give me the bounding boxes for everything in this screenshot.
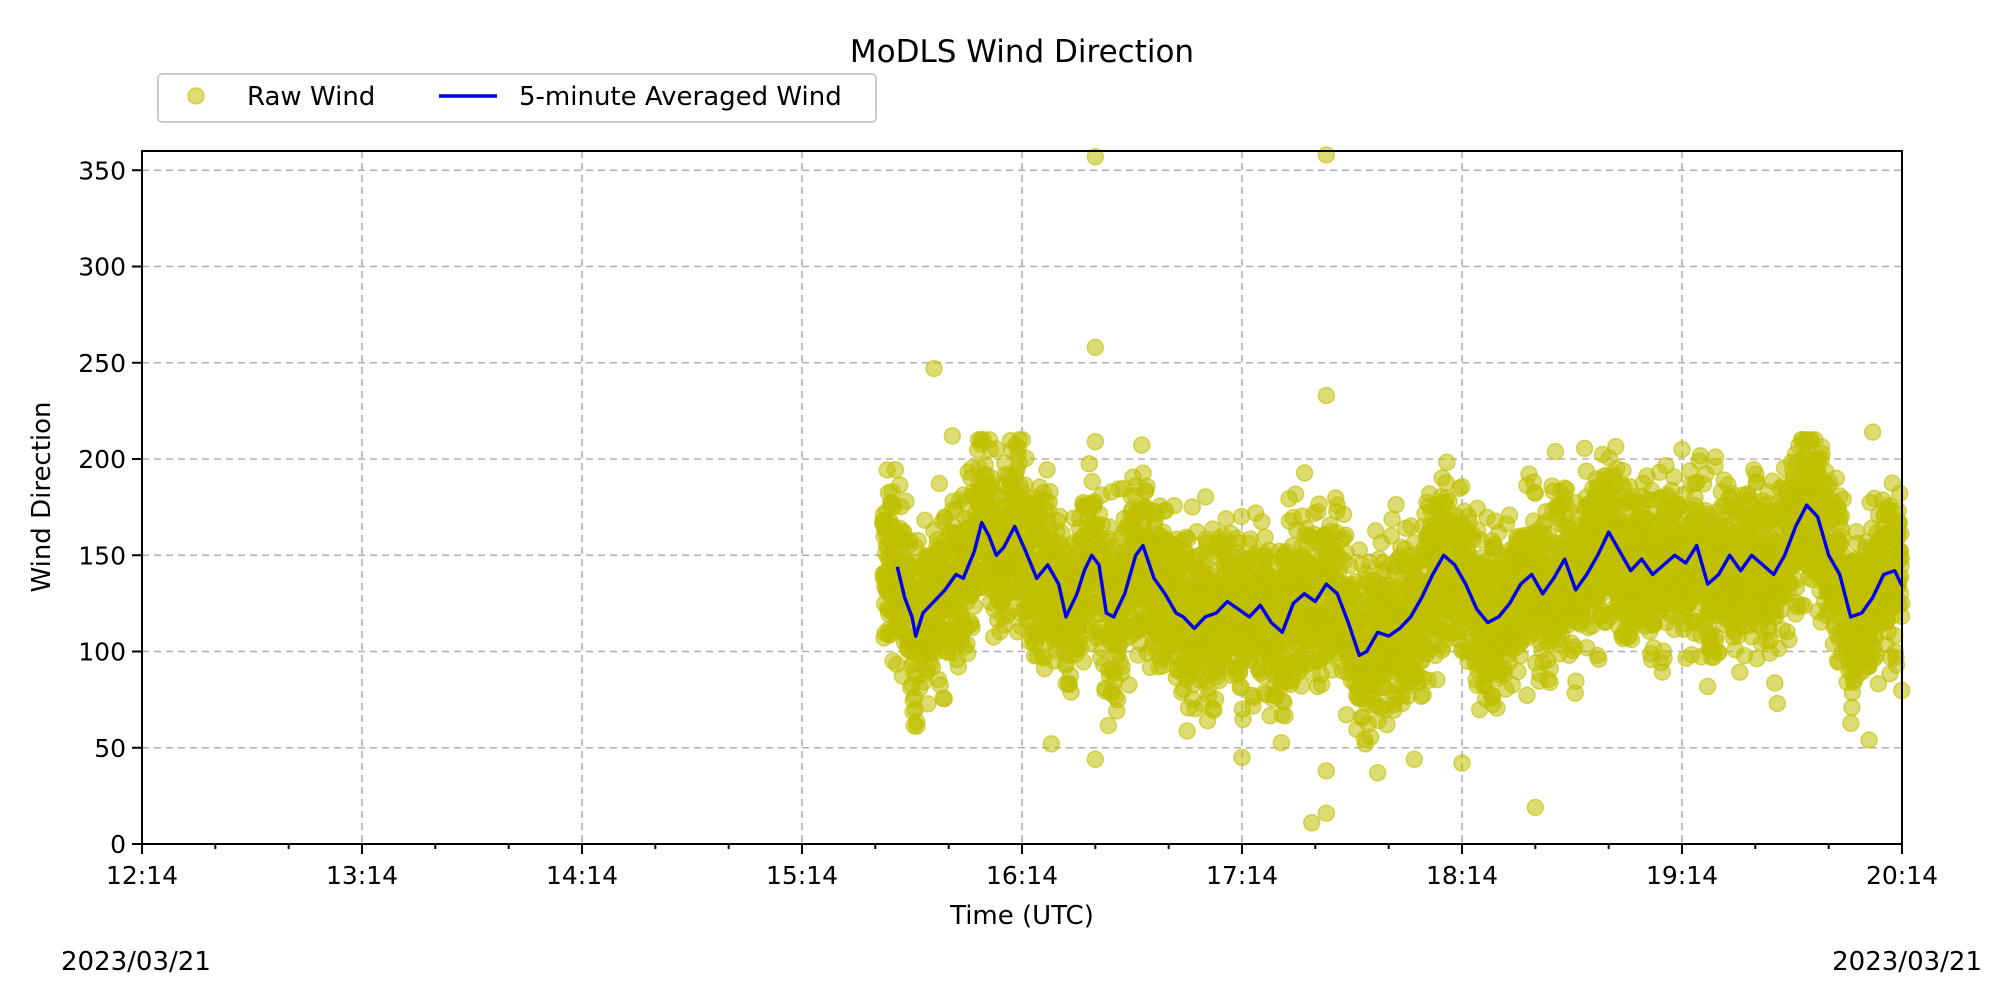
raw-wind-point	[1292, 677, 1311, 695]
raw-wind-point	[1827, 469, 1846, 487]
raw-wind-point	[1453, 478, 1471, 496]
raw-wind-point	[1709, 643, 1728, 662]
raw-wind-point	[886, 460, 905, 479]
chart-title: MoDLS Wind Direction	[850, 34, 1194, 70]
raw-wind-point	[1665, 468, 1683, 486]
raw-wind-point	[908, 717, 926, 735]
raw-wind-point	[1286, 485, 1305, 503]
raw-wind-point	[1217, 509, 1235, 528]
raw-wind-point	[1383, 510, 1401, 528]
raw-wind-point	[1541, 659, 1560, 678]
raw-wind-point	[1428, 671, 1446, 689]
raw-wind-point	[1698, 677, 1717, 696]
raw-wind-point	[1053, 524, 1071, 542]
raw-wind-point	[1500, 506, 1519, 525]
raw-wind-point	[1590, 650, 1608, 668]
raw-wind-point	[949, 657, 968, 676]
raw-wind-point	[1813, 444, 1831, 463]
raw-wind-point	[1509, 662, 1527, 681]
raw-wind-point	[1607, 437, 1625, 456]
raw-wind-point	[1546, 442, 1565, 461]
raw-wind-point	[935, 689, 954, 708]
raw-wind-point	[1178, 722, 1196, 740]
legend: Raw Wind 5-minute Averaged Wind	[157, 73, 877, 123]
raw-wind-point	[1062, 683, 1080, 701]
raw-wind-point	[1312, 675, 1331, 694]
raw-wind-point	[1691, 446, 1710, 465]
raw-wind-point	[1272, 733, 1291, 752]
raw-wind-point	[1526, 484, 1545, 502]
raw-wind-point	[1099, 716, 1118, 735]
raw-wind-point	[1842, 714, 1860, 733]
raw-wind-point	[909, 531, 927, 550]
raw-wind-point	[1834, 490, 1852, 508]
raw-wind-point	[1183, 498, 1202, 516]
raw-wind-point	[963, 618, 981, 637]
raw-wind-point	[1488, 699, 1506, 717]
raw-wind-point	[1113, 658, 1131, 676]
raw-wind-point	[1706, 448, 1725, 466]
raw-wind-point	[987, 440, 1005, 458]
raw-wind-point	[1206, 690, 1225, 708]
raw-wind-point	[1780, 630, 1798, 649]
raw-wind-point	[1295, 464, 1314, 482]
raw-wind-point	[958, 644, 977, 663]
raw-wind-point	[1414, 686, 1432, 704]
raw-wind-point	[1337, 706, 1356, 724]
raw-wind-point	[891, 476, 909, 494]
raw-wind-point	[1252, 512, 1271, 531]
raw-wind-point	[1336, 526, 1355, 544]
legend-averaged-wind-label: 5-minute Averaged Wind	[519, 82, 842, 112]
raw-wind-point	[1165, 496, 1184, 515]
raw-wind-point	[1017, 449, 1035, 467]
raw-wind-point	[1232, 507, 1251, 526]
raw-wind-point	[1766, 674, 1784, 692]
raw-wind-point	[1196, 488, 1215, 506]
raw-wind-point	[1361, 728, 1380, 746]
raw-wind-point	[965, 597, 983, 615]
raw-wind-point	[1438, 453, 1456, 472]
raw-wind-point	[1120, 676, 1138, 694]
legend-raw-wind-marker	[187, 87, 205, 105]
raw-wind-point	[1234, 710, 1252, 729]
legend-box	[157, 73, 877, 123]
raw-wind-point	[1138, 477, 1156, 496]
raw-wind-point	[1310, 495, 1328, 513]
raw-wind-point	[919, 695, 937, 713]
raw-wind-point	[1013, 431, 1032, 449]
raw-wind-point	[1387, 495, 1405, 514]
raw-wind-point	[1050, 507, 1069, 526]
raw-wind-point	[1074, 653, 1093, 671]
raw-wind-point	[1378, 715, 1396, 734]
raw-wind-point	[1567, 672, 1585, 690]
legend-raw-wind-label: Raw Wind	[247, 82, 375, 112]
raw-wind-point	[1041, 482, 1059, 501]
raw-wind-point	[1843, 698, 1861, 717]
raw-wind-point	[1276, 707, 1294, 725]
raw-wind-point	[897, 492, 915, 511]
raw-wind-points	[874, 146, 1911, 832]
raw-wind-point	[1518, 686, 1536, 705]
raw-wind-point	[1083, 472, 1102, 491]
raw-wind-point	[1731, 663, 1749, 681]
raw-wind-point	[1080, 455, 1099, 473]
raw-wind-point	[1334, 505, 1353, 524]
raw-wind-point	[1061, 666, 1080, 685]
raw-wind-point	[1655, 649, 1673, 667]
raw-wind-point	[1575, 439, 1594, 458]
raw-wind-point	[1614, 461, 1632, 480]
raw-wind-point	[930, 474, 949, 493]
raw-wind-point	[1108, 690, 1127, 709]
raw-wind-point	[1038, 461, 1056, 479]
raw-wind-point	[1132, 436, 1151, 454]
